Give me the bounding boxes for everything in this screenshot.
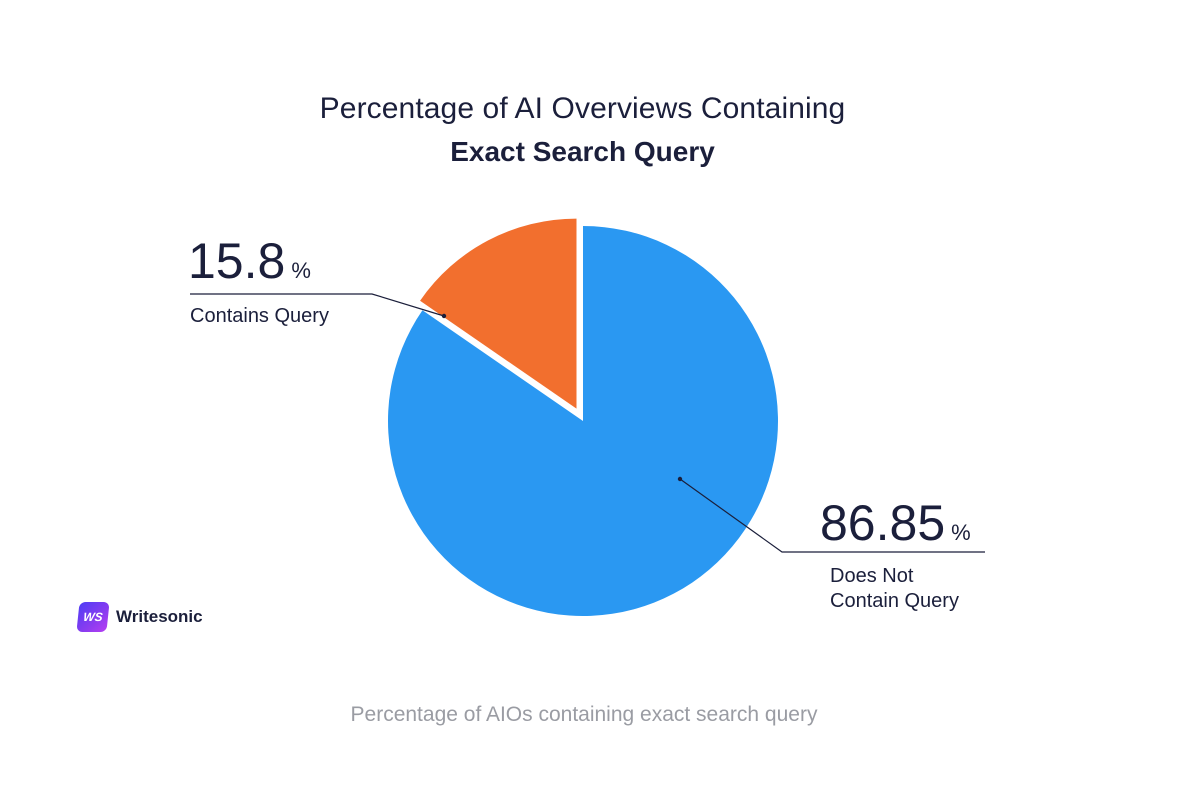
- contains-query-value: 15.8%: [188, 232, 311, 290]
- does-not-contain-leader-line: [679, 478, 985, 553]
- does-not-contain-label-line1: Does Not: [830, 565, 914, 587]
- does-not-contain-label: Does Not Contain Query: [830, 564, 959, 614]
- does-not-contain-label-line2: Contain Query: [830, 590, 959, 612]
- contains-query-leader-line-tip: [441, 313, 447, 319]
- does-not-contain-value: 86.85%: [820, 494, 971, 552]
- pie-slice-does-not-contain-query: [388, 226, 779, 616]
- figure-caption: Percentage of AIOs containing exact sear…: [350, 703, 818, 726]
- contains-query-unit: %: [291, 258, 311, 283]
- does-not-contain-number: 86.85: [820, 495, 946, 551]
- contains-query-leader-line: [190, 293, 445, 317]
- does-not-contain-unit: %: [951, 520, 971, 545]
- writesonic-logo-icon: WS: [76, 602, 110, 632]
- does-not-contain-leader-line-tip: [677, 476, 683, 482]
- contains-query-number: 15.8: [188, 233, 286, 289]
- writesonic-brand: WS Writesonic: [76, 602, 203, 632]
- brand-name: Writesonic: [116, 607, 203, 626]
- pie-slice-contains-query: [420, 218, 577, 409]
- chart-subtitle: Exact Search Query: [450, 136, 715, 167]
- contains-query-label: Contains Query: [190, 305, 329, 327]
- chart-title: Percentage of AI Overviews Containing: [319, 92, 846, 125]
